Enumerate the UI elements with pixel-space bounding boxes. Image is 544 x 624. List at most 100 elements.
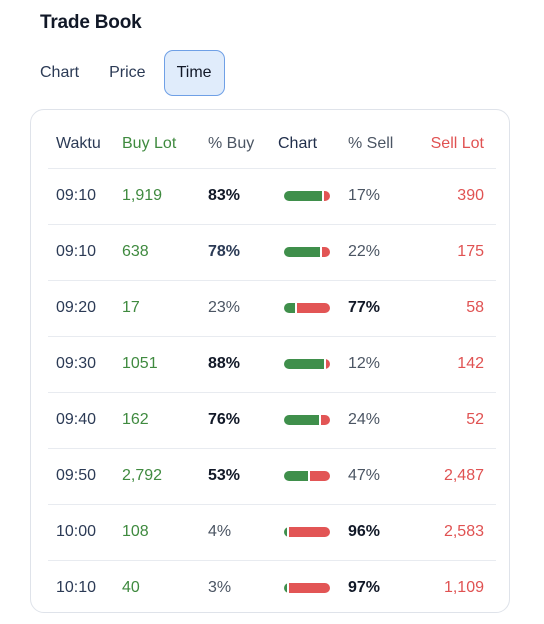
cell-chart <box>278 335 348 392</box>
table-header-row: Waktu Buy Lot % Buy Chart % Sell Sell Lo… <box>48 120 496 169</box>
table-row: 09:30 1051 88% 12% 142 <box>48 335 496 392</box>
bar-divider <box>286 583 289 594</box>
column-header-chart: Chart <box>278 120 348 169</box>
cell-time: 09:10 <box>48 223 122 280</box>
cell-pct-sell: 22% <box>348 223 418 280</box>
cell-buy-lot: 2,792 <box>122 447 208 504</box>
buy-sell-ratio-bar <box>284 247 330 257</box>
column-header-buy-lot: Buy Lot <box>122 120 208 169</box>
bar-divider <box>294 303 297 313</box>
cell-sell-lot: 52 <box>418 391 496 448</box>
cell-time: 09:40 <box>48 391 122 448</box>
column-header-sell-lot: Sell Lot <box>418 120 496 169</box>
trade-book-card: Waktu Buy Lot % Buy Chart % Sell Sell Lo… <box>30 109 510 616</box>
cell-chart <box>278 447 348 504</box>
tab-chart[interactable]: Chart <box>40 64 80 81</box>
cell-buy-lot: 638 <box>122 223 208 280</box>
buy-portion <box>284 527 287 537</box>
sell-portion <box>310 471 330 481</box>
buy-portion <box>284 583 287 594</box>
cell-pct-buy: 4% <box>208 503 278 560</box>
cell-chart <box>278 503 348 560</box>
buy-portion <box>284 415 319 425</box>
trade-table: Waktu Buy Lot % Buy Chart % Sell Sell Lo… <box>48 120 496 616</box>
buy-sell-ratio-bar <box>284 471 330 481</box>
table-row: 09:20 17 23% 77% 58 <box>48 279 496 336</box>
bar-divider <box>324 359 327 369</box>
cell-buy-lot: 1,919 <box>122 167 208 224</box>
buy-portion <box>284 247 320 257</box>
cell-chart <box>278 559 348 616</box>
buy-portion <box>284 303 295 313</box>
cell-buy-lot: 1051 <box>122 335 208 392</box>
cell-buy-lot: 17 <box>122 279 208 336</box>
sell-portion <box>288 527 330 537</box>
sell-portion <box>288 583 330 594</box>
buy-sell-ratio-bar <box>284 359 330 369</box>
table-row: 09:40 162 76% 24% 52 <box>48 391 496 448</box>
cell-buy-lot: 40 <box>122 559 208 616</box>
tab-bar: Chart Price Time <box>28 50 231 96</box>
bar-divider <box>318 415 321 425</box>
table-row: 10:10 40 3% 97% 1,109 <box>48 559 496 616</box>
cell-buy-lot: 108 <box>122 503 208 560</box>
cell-time: 09:20 <box>48 279 122 336</box>
cell-time: 10:00 <box>48 503 122 560</box>
buy-sell-ratio-bar <box>284 415 330 425</box>
cell-pct-sell: 77% <box>348 279 418 336</box>
table-row: 09:10 638 78% 22% 175 <box>48 223 496 280</box>
cell-time: 09:50 <box>48 447 122 504</box>
buy-sell-ratio-bar <box>284 527 330 537</box>
cell-sell-lot: 390 <box>418 167 496 224</box>
cell-chart <box>278 167 348 224</box>
sell-portion <box>321 247 330 257</box>
table-row: 10:00 108 4% 96% 2,583 <box>48 503 496 560</box>
bar-divider <box>308 471 311 481</box>
sell-portion <box>296 303 330 313</box>
column-header-pct-buy: % Buy <box>208 120 278 169</box>
column-header-waktu: Waktu <box>48 120 122 169</box>
buy-sell-ratio-bar <box>284 583 330 594</box>
cell-pct-sell: 96% <box>348 503 418 560</box>
cell-pct-sell: 17% <box>348 167 418 224</box>
table-row: 09:50 2,792 53% 47% 2,487 <box>48 447 496 504</box>
cell-pct-buy: 78% <box>208 223 278 280</box>
sell-portion <box>320 415 330 425</box>
sell-portion <box>324 191 330 201</box>
buy-sell-ratio-bar <box>284 191 330 201</box>
tab-time[interactable]: Time <box>163 50 225 96</box>
cell-chart <box>278 279 348 336</box>
cell-pct-buy: 83% <box>208 167 278 224</box>
buy-portion <box>284 191 323 201</box>
cell-sell-lot: 1,109 <box>418 559 496 616</box>
cell-pct-sell: 12% <box>348 335 418 392</box>
cell-pct-sell: 24% <box>348 391 418 448</box>
cell-sell-lot: 58 <box>418 279 496 336</box>
cell-sell-lot: 175 <box>418 223 496 280</box>
buy-portion <box>284 471 309 481</box>
cell-pct-sell: 47% <box>348 447 418 504</box>
cell-chart <box>278 223 348 280</box>
bar-divider <box>286 527 289 537</box>
sell-portion <box>326 359 330 369</box>
cell-sell-lot: 142 <box>418 335 496 392</box>
cell-pct-buy: 53% <box>208 447 278 504</box>
cell-buy-lot: 162 <box>122 391 208 448</box>
column-header-pct-sell: % Sell <box>348 120 418 169</box>
cell-time: 10:10 <box>48 559 122 616</box>
cell-pct-buy: 88% <box>208 335 278 392</box>
cell-pct-buy: 3% <box>208 559 278 616</box>
tab-price[interactable]: Price <box>109 64 146 81</box>
bar-divider <box>319 247 322 257</box>
cell-sell-lot: 2,583 <box>418 503 496 560</box>
table-body: 09:10 1,919 83% 17% 390 09:10 638 78% 22% 175 09:2… <box>48 167 496 616</box>
buy-portion <box>284 359 325 369</box>
cell-pct-sell: 97% <box>348 559 418 616</box>
cell-time: 09:10 <box>48 167 122 224</box>
cell-pct-buy: 76% <box>208 391 278 448</box>
cell-sell-lot: 2,487 <box>418 447 496 504</box>
cell-chart <box>278 391 348 448</box>
table-row: 09:10 1,919 83% 17% 390 <box>48 167 496 224</box>
page-title: Trade Book <box>40 12 142 33</box>
cell-time: 09:30 <box>48 335 122 392</box>
